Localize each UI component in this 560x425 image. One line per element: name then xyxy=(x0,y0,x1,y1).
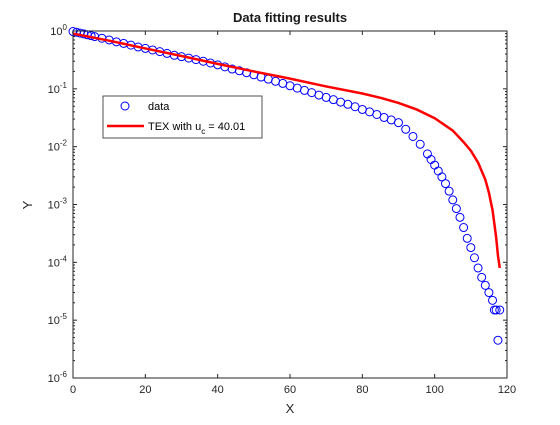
legend-fit-label: TEX with uc = 40.01 xyxy=(148,121,245,136)
data-point xyxy=(488,295,498,305)
x-tick-label: 60 xyxy=(284,384,296,396)
data-point xyxy=(495,305,505,315)
data-point xyxy=(469,253,479,263)
x-axis-ticks: 0 20 40 60 80 100 120 xyxy=(70,31,516,396)
legend-data-marker xyxy=(120,101,130,111)
x-tick-label: 40 xyxy=(212,384,224,396)
fit-series-line xyxy=(72,32,502,269)
data-point xyxy=(394,118,403,128)
y-tick-label: 10-3 xyxy=(48,197,68,212)
chart-title: Data fitting results xyxy=(233,10,347,25)
y-tick-label: 10-1 xyxy=(48,81,68,96)
data-point xyxy=(493,335,503,345)
x-tick-label: 120 xyxy=(498,384,516,396)
data-point xyxy=(480,280,490,290)
legend: data TEX with uc = 40.01 xyxy=(102,95,263,139)
y-tick-label: 10-2 xyxy=(48,139,68,154)
x-tick-label: 100 xyxy=(425,384,443,396)
data-point xyxy=(451,204,461,214)
legend-fit-label-subscript: c xyxy=(201,127,205,136)
y-axis-ticks: 100 10-1 10-2 10-3 10-4 10-5 10-6 xyxy=(48,23,507,385)
data-point xyxy=(484,288,494,298)
legend-data-label: data xyxy=(148,101,170,113)
plot-area-background xyxy=(73,31,507,378)
x-axis-label: X xyxy=(286,401,295,416)
y-axis-label: Y xyxy=(20,200,35,209)
data-point xyxy=(477,272,487,282)
data-point xyxy=(491,305,501,315)
x-tick-label: 0 xyxy=(70,384,76,396)
data-point xyxy=(448,195,458,205)
y-tick-label: 10-4 xyxy=(48,254,68,269)
plot-area-border xyxy=(72,30,508,379)
legend-fit-label-main: TEX with u xyxy=(148,121,201,133)
data-point xyxy=(459,223,469,233)
x-tick-label: 80 xyxy=(356,384,368,396)
legend-fit-label-suffix: = 40.01 xyxy=(205,121,245,133)
legend-box xyxy=(102,95,263,139)
y-tick-label: 100 xyxy=(50,23,67,38)
y-tick-label: 10-6 xyxy=(48,370,68,385)
data-point xyxy=(455,212,465,222)
data-point xyxy=(401,124,411,134)
data-series-markers xyxy=(68,27,505,345)
data-point xyxy=(466,243,476,253)
data-point xyxy=(473,263,483,273)
data-point xyxy=(444,186,454,196)
y-tick-label: 10-5 xyxy=(48,312,68,327)
data-point xyxy=(462,233,472,243)
x-tick-label: 20 xyxy=(139,384,151,396)
data-point xyxy=(415,139,425,149)
data-point xyxy=(408,131,418,141)
data-point xyxy=(441,179,451,189)
